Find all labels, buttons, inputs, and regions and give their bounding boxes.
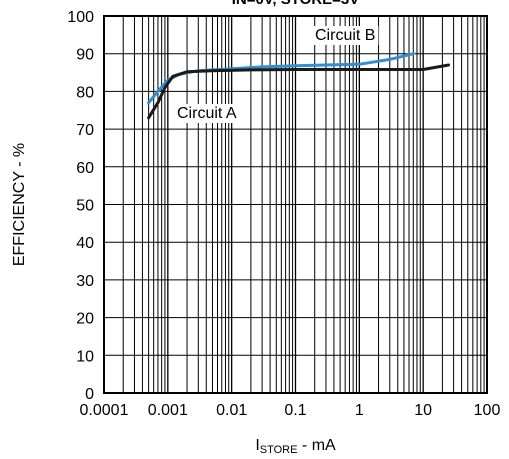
x-tick-label: 10 xyxy=(414,402,432,419)
x-tick-label: 0.001 xyxy=(148,402,188,419)
plot-frame xyxy=(103,15,488,394)
y-tick-label: 60 xyxy=(76,160,94,177)
y-tick-label: 100 xyxy=(67,9,94,26)
y-tick-label: 80 xyxy=(76,84,94,101)
x-axis-title: ISTORE - mA xyxy=(255,437,336,456)
series-lines xyxy=(147,52,451,120)
x-axis-title-main: I xyxy=(255,437,259,454)
y-axis-title: EFFICIENCY - % xyxy=(11,143,28,266)
circuit-a-callout: Circuit A xyxy=(174,104,240,123)
tick-labels: 0 10 20 30 40 50 60 70 80 90 100 0.0001 0.001 0.01 0.1… xyxy=(67,9,500,419)
x-axis-title-suffix: - mA xyxy=(297,437,336,454)
x-tick-label: 0.01 xyxy=(216,402,247,419)
y-tick-label: 50 xyxy=(76,198,94,215)
x-tick-label: 0.0001 xyxy=(80,402,129,419)
circuit-b-callout: Circuit B xyxy=(312,26,379,45)
y-tick-label: 30 xyxy=(76,273,94,290)
y-tick-label: 40 xyxy=(76,235,94,252)
chart-title: IN=0V, STORE=3V xyxy=(232,0,360,8)
series-line-circuit-b xyxy=(147,52,415,105)
x-axis-title-subscript: STORE xyxy=(260,444,298,456)
grid-lines xyxy=(103,15,487,394)
x-tick-label: 1 xyxy=(355,402,364,419)
circuit-a-label: Circuit A xyxy=(177,105,237,122)
y-tick-label: 10 xyxy=(76,348,94,365)
y-tick-label: 20 xyxy=(76,311,94,328)
x-tick-label: 100 xyxy=(474,402,501,419)
series-line-circuit-a xyxy=(147,63,451,120)
x-tick-label: 0.1 xyxy=(284,402,306,419)
y-tick-label: 0 xyxy=(85,386,94,403)
y-tick-label: 70 xyxy=(76,122,94,139)
circuit-b-label: Circuit B xyxy=(315,27,375,44)
y-tick-label: 90 xyxy=(76,47,94,64)
